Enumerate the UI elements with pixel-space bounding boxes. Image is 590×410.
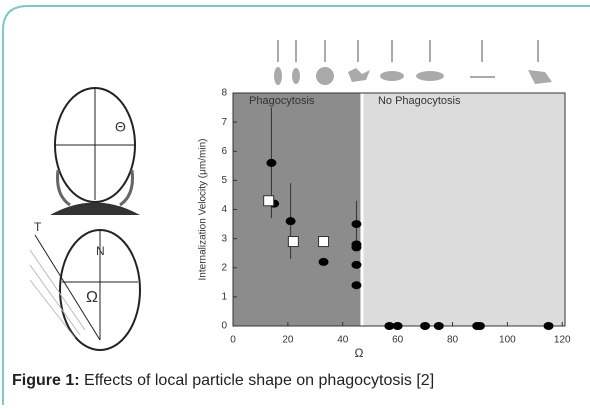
x-tick-label: 60	[392, 335, 404, 346]
region-label: Phagocytosis	[249, 95, 315, 107]
point	[351, 260, 362, 269]
point	[351, 281, 362, 290]
y-tick-label: 3	[221, 233, 227, 244]
y-tick-label: 6	[221, 146, 227, 157]
y-tick-label: 0	[221, 321, 227, 332]
point	[285, 217, 296, 226]
x-tick-label: 80	[447, 335, 459, 346]
region	[233, 93, 362, 326]
y-tick-label: 2	[221, 262, 227, 273]
point	[266, 158, 277, 167]
y-tick-label: 5	[221, 175, 227, 186]
caption-label: Figure 1:	[12, 372, 80, 389]
y-axis-label: Internalization Velocity (μm/min)	[198, 139, 209, 281]
x-axis-label: Ω	[355, 346, 364, 360]
diagram-label: Ω	[86, 289, 98, 306]
diagram-label: N	[96, 244, 105, 258]
point	[392, 322, 403, 330]
point	[384, 322, 395, 330]
point	[420, 322, 431, 330]
diagram	[29, 87, 141, 351]
x-tick-label: 20	[282, 335, 294, 346]
x-tick-label: 100	[499, 335, 516, 346]
y-tick-label: 4	[221, 204, 227, 215]
caption-text: Effects of local particle shape on phago…	[84, 372, 435, 389]
region-label: No Phagocytosis	[378, 95, 461, 107]
x-tick-label: 40	[337, 335, 349, 346]
point	[351, 220, 362, 229]
particle-icons	[274, 40, 552, 85]
point	[474, 322, 485, 330]
x-tick-label: 120	[554, 335, 571, 346]
point	[351, 243, 362, 252]
y-tick-label: 1	[221, 292, 227, 303]
point	[263, 195, 275, 207]
y-tick-label: 7	[221, 117, 227, 128]
border	[1, 5, 590, 405]
caption: Figure 1: Effects of local particle shap…	[12, 372, 434, 390]
point	[543, 322, 554, 330]
y-tick-label: 8	[221, 88, 227, 99]
point	[287, 236, 299, 248]
x-tick-label: 0	[230, 335, 236, 346]
diagram-label: T	[34, 220, 42, 234]
point	[318, 236, 330, 248]
point	[433, 322, 444, 330]
diagram-label: Θ	[115, 119, 126, 135]
point	[318, 257, 329, 266]
region	[361, 93, 565, 326]
